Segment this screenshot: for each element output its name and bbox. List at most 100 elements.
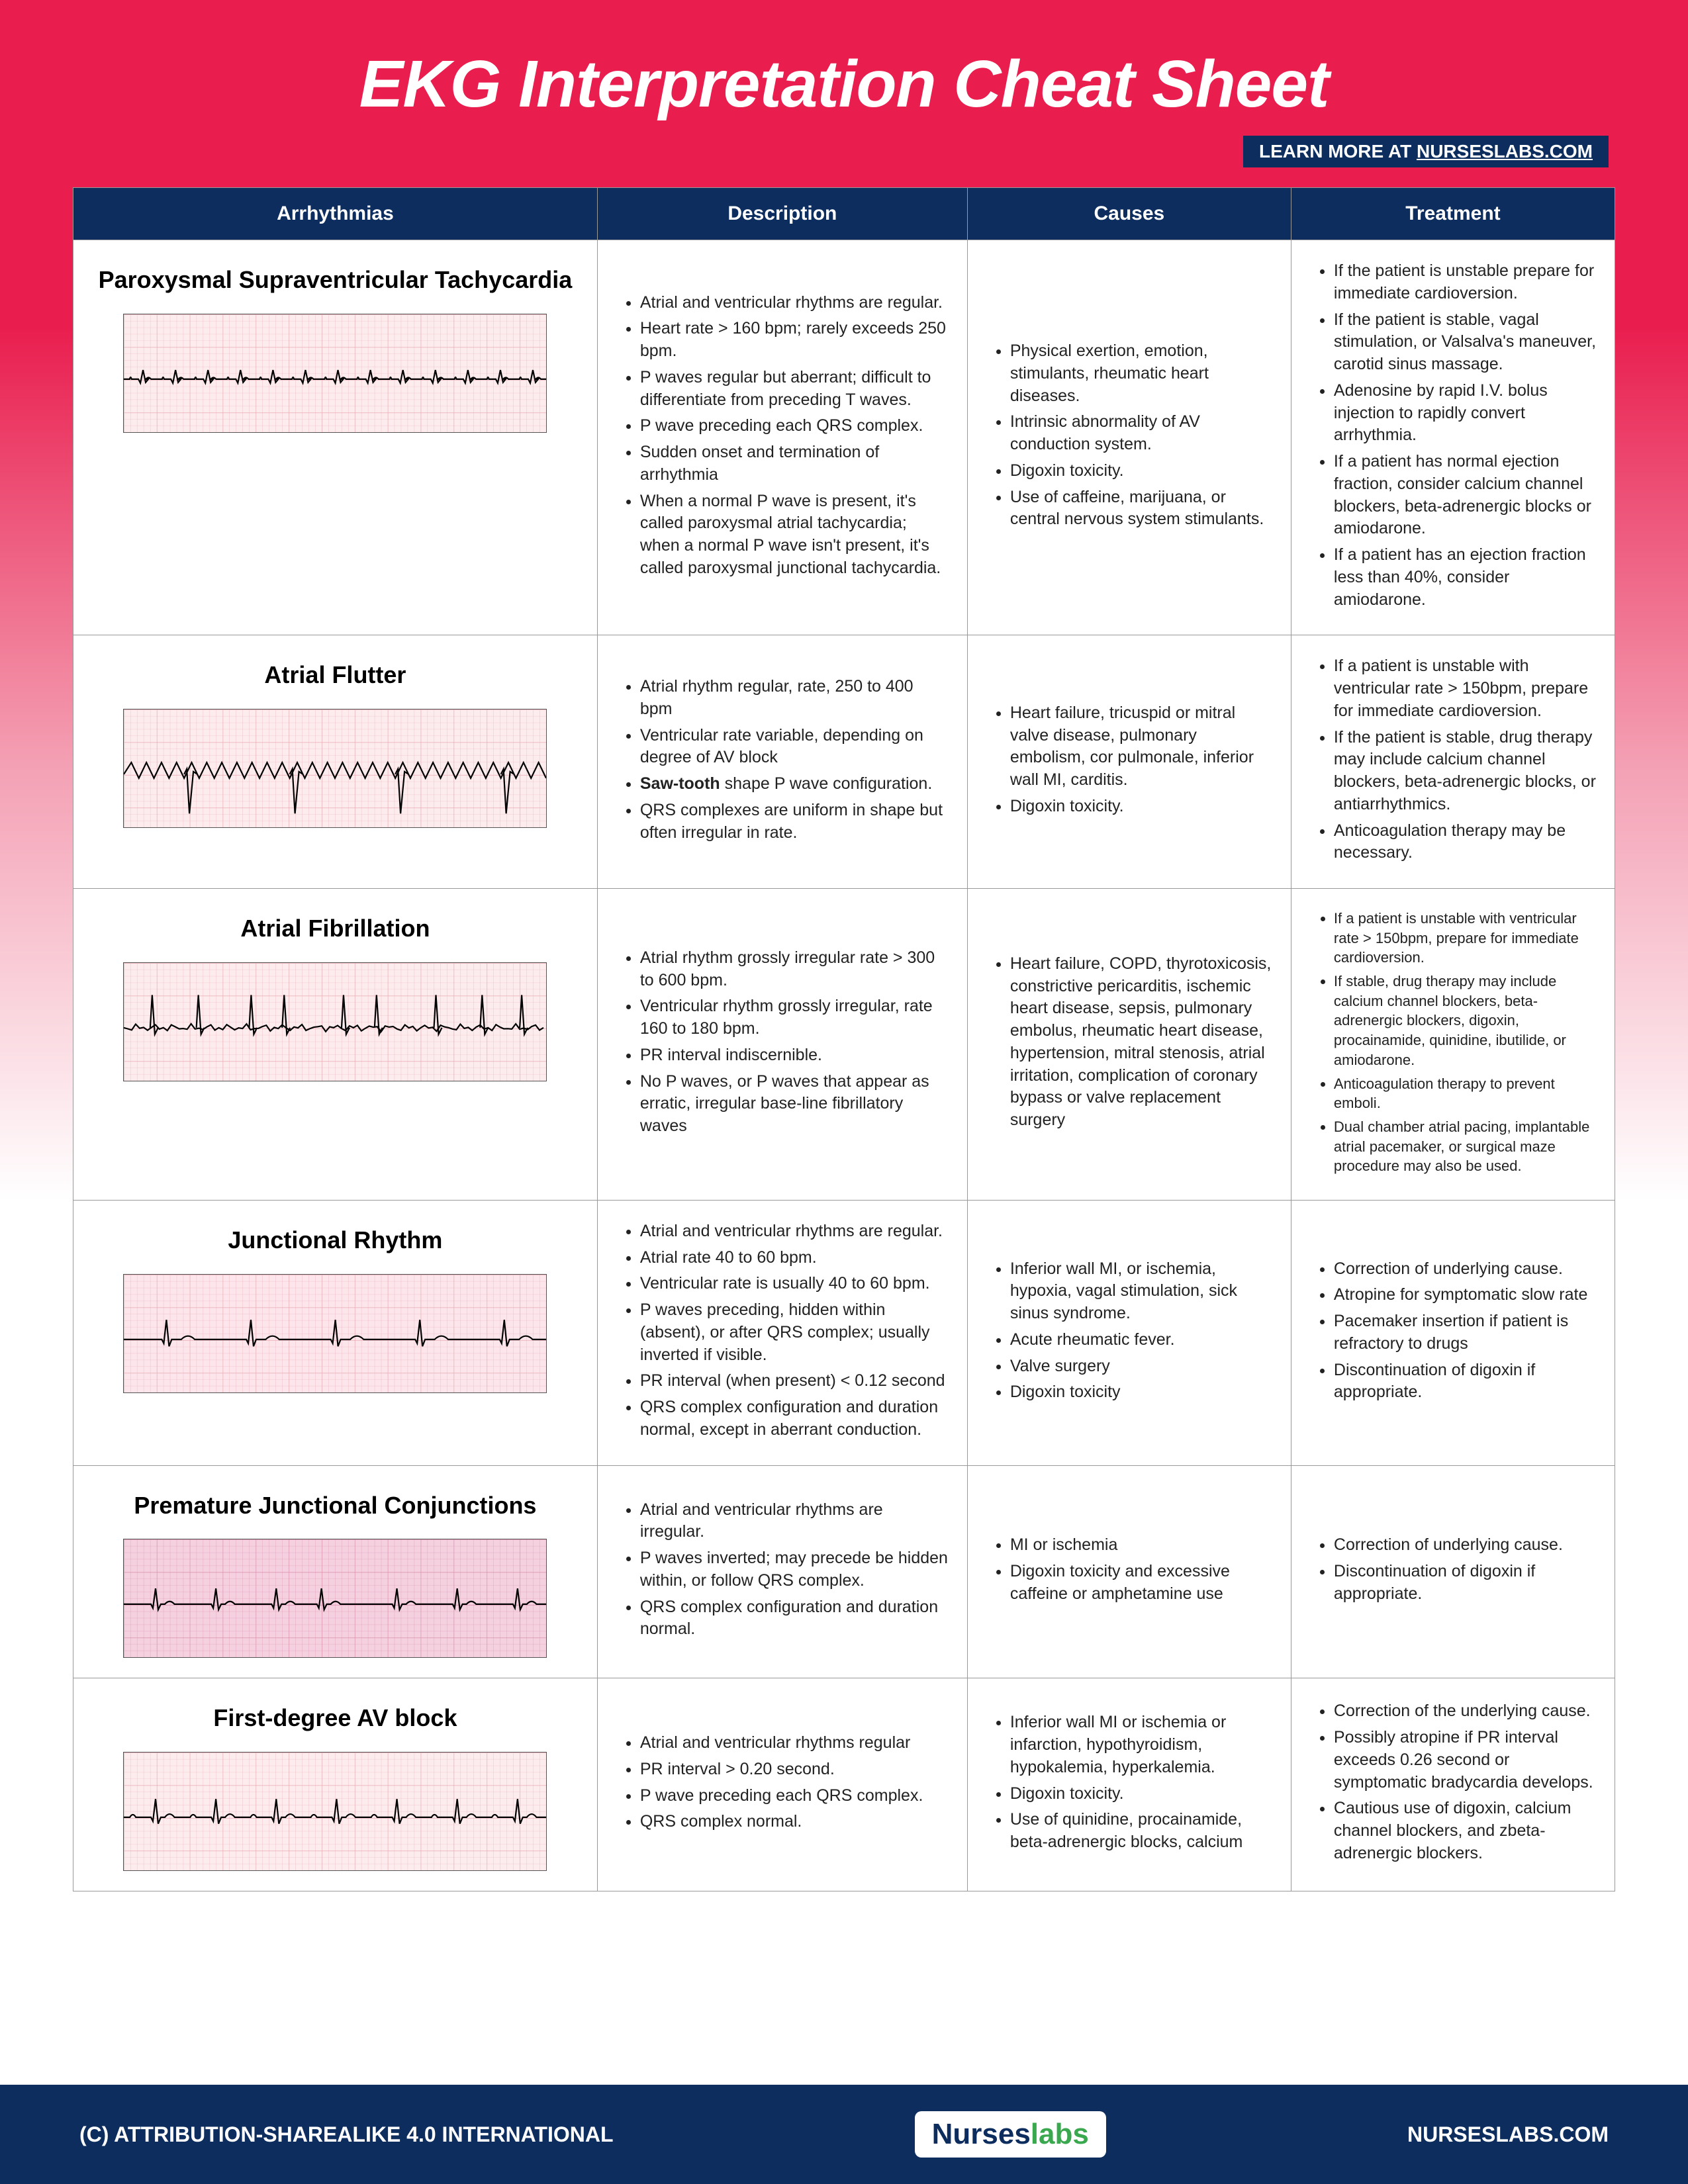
arrhythmia-name: Premature Junctional Conjunctions [91, 1490, 580, 1522]
page-title: EKG Interpretation Cheat Sheet [0, 46, 1688, 122]
col-head-arrhythmias: Arrhythmias [73, 188, 598, 240]
list-item: P waves preceding, hidden within (absent… [640, 1299, 950, 1366]
arrhythmia-name: First-degree AV block [91, 1702, 580, 1735]
list-item: If the patient is stable, vagal stimulat… [1334, 309, 1597, 376]
cell-causes: Inferior wall MI or ischemia or infarcti… [967, 1678, 1291, 1891]
learn-more-prefix: LEARN MORE AT [1259, 141, 1417, 161]
list-item: Correction of underlying cause. [1334, 1534, 1597, 1557]
list-item: Digoxin toxicity. [1010, 460, 1274, 482]
list-item: No P waves, or P waves that appear as er… [640, 1071, 950, 1138]
ekg-strip [123, 1274, 547, 1393]
cell-arrhythmia: Junctional Rhythm [73, 1200, 598, 1465]
list-item: Heart failure, COPD, thyrotoxicosis, con… [1010, 953, 1274, 1132]
list-item: Correction of the underlying cause. [1334, 1700, 1597, 1723]
cell-treatment: Correction of underlying cause. Discontin… [1291, 1465, 1615, 1678]
cell-causes: Heart failure, COPD, thyrotoxicosis, con… [967, 889, 1291, 1201]
table-row: Junctional Rhythm Atrial and ventricular… [73, 1200, 1615, 1465]
cell-arrhythmia: Premature Junctional Conjunctions [73, 1465, 598, 1678]
arrhythmia-name: Paroxysmal Supraventricular Tachycardia [91, 264, 580, 296]
list-item: Saw-tooth shape P wave configuration. [640, 773, 950, 796]
table-row: Paroxysmal Supraventricular Tachycardia … [73, 240, 1615, 635]
cell-description: Atrial and ventricular rhythms are regul… [597, 240, 967, 635]
list-item: P wave preceding each QRS complex. [640, 415, 950, 437]
list-item: Atrial and ventricular rhythms are regul… [640, 1220, 950, 1243]
list-item: Atropine for symptomatic slow rate [1334, 1284, 1597, 1306]
table-row: Premature Junctional Conjunctions Atrial… [73, 1465, 1615, 1678]
ekg-strip [123, 1539, 547, 1658]
col-head-causes: Causes [967, 188, 1291, 240]
list-item: Cautious use of digoxin, calcium channel… [1334, 1797, 1597, 1864]
list-item: Correction of underlying cause. [1334, 1258, 1597, 1281]
list-item: Discontinuation of digoxin if appropriat… [1334, 1561, 1597, 1606]
page-footer: (C) ATTRIBUTION-SHAREALIKE 4.0 INTERNATI… [0, 2085, 1688, 2184]
cell-arrhythmia: Atrial Flutter [73, 635, 598, 889]
ekg-strip [123, 1752, 547, 1871]
list-item: If stable, drug therapy may include calc… [1334, 972, 1597, 1069]
cell-arrhythmia: First-degree AV block [73, 1678, 598, 1891]
list-item: If a patient has normal ejection fractio… [1334, 451, 1597, 540]
learn-more-site[interactable]: NURSESLABS.COM [1417, 141, 1593, 161]
ekg-strip [123, 709, 547, 828]
cell-description: Atrial rhythm regular, rate, 250 to 400 … [597, 635, 967, 889]
cell-arrhythmia: Atrial Fibrillation [73, 889, 598, 1201]
list-item: Use of caffeine, marijuana, or central n… [1010, 486, 1274, 531]
col-head-treatment: Treatment [1291, 188, 1615, 240]
list-item: Anticoagulation therapy may be necessary… [1334, 820, 1597, 865]
cell-causes: MI or ischemiaDigoxin toxicity and exces… [967, 1465, 1291, 1678]
list-item: PR interval indiscernible. [640, 1044, 950, 1067]
list-item: QRS complex configuration and duration n… [640, 1596, 950, 1641]
list-item: Anticoagulation therapy to prevent embol… [1334, 1074, 1597, 1113]
ekg-strip [123, 314, 547, 433]
cell-treatment: If a patient is unstable with ventricula… [1291, 635, 1615, 889]
list-item: Atrial rate 40 to 60 bpm. [640, 1247, 950, 1269]
cell-treatment: If the patient is unstable prepare for i… [1291, 240, 1615, 635]
list-item: When a normal P wave is present, it's ca… [640, 490, 950, 580]
list-item: QRS complex normal. [640, 1811, 950, 1833]
page-header: EKG Interpretation Cheat Sheet [0, 0, 1688, 136]
cell-description: Atrial and ventricular rhythms regularPR… [597, 1678, 967, 1891]
table-row: First-degree AV block Atrial and ventric… [73, 1678, 1615, 1891]
table-row: Atrial Fibrillation Atrial rhythm grossl… [73, 889, 1615, 1201]
logo-part-a: Nurses [932, 2118, 1031, 2150]
list-item: Heart failure, tricuspid or mitral valve… [1010, 702, 1274, 792]
list-item: Inferior wall MI or ischemia or infarcti… [1010, 1711, 1274, 1778]
cell-treatment: Correction of underlying cause. Atropine … [1291, 1200, 1615, 1465]
list-item: Acute rheumatic fever. [1010, 1329, 1274, 1351]
list-item: Heart rate > 160 bpm; rarely exceeds 250… [640, 318, 950, 363]
cell-description: Atrial and ventricular rhythms are irreg… [597, 1465, 967, 1678]
list-item: If the patient is unstable prepare for i… [1334, 260, 1597, 305]
cell-description: Atrial rhythm grossly irregular rate > 3… [597, 889, 967, 1201]
list-item: Sudden onset and termination of arrhythm… [640, 441, 950, 486]
list-item: P wave preceding each QRS complex. [640, 1785, 950, 1807]
list-item: Use of quinidine, procainamide, beta-adr… [1010, 1809, 1274, 1854]
list-item: Atrial rhythm grossly irregular rate > 3… [640, 947, 950, 992]
list-item: Digoxin toxicity. [1010, 796, 1274, 818]
list-item: Digoxin toxicity and excessive caffeine … [1010, 1561, 1274, 1606]
arrhythmia-name: Atrial Flutter [91, 659, 580, 692]
col-head-description: Description [597, 188, 967, 240]
list-item: Possibly atropine if PR interval exceeds… [1334, 1727, 1597, 1794]
ekg-table: Arrhythmias Description Causes Treatment… [73, 187, 1615, 1891]
ekg-strip [123, 962, 547, 1081]
list-item: Ventricular rate variable, depending on … [640, 725, 950, 770]
list-item: Digoxin toxicity [1010, 1381, 1274, 1404]
list-item: Atrial rhythm regular, rate, 250 to 400 … [640, 676, 950, 721]
footer-license: (C) ATTRIBUTION-SHAREALIKE 4.0 INTERNATI… [79, 2122, 613, 2147]
arrhythmia-name: Atrial Fibrillation [91, 913, 580, 945]
list-item: If a patient is unstable with ventricula… [1334, 655, 1597, 722]
cell-arrhythmia: Paroxysmal Supraventricular Tachycardia [73, 240, 598, 635]
list-item: Valve surgery [1010, 1355, 1274, 1378]
list-item: Dual chamber atrial pacing, implantable … [1334, 1117, 1597, 1176]
list-item: Atrial and ventricular rhythms regular [640, 1732, 950, 1754]
list-item: Physical exertion, emotion, stimulants, … [1010, 340, 1274, 407]
footer-site[interactable]: NURSESLABS.COM [1407, 2122, 1609, 2147]
cell-description: Atrial and ventricular rhythms are regul… [597, 1200, 967, 1465]
list-item: P waves regular but aberrant; difficult … [640, 367, 950, 412]
cell-causes: Inferior wall MI, or ischemia, hypoxia, … [967, 1200, 1291, 1465]
list-item: Pacemaker insertion if patient is refrac… [1334, 1310, 1597, 1355]
learn-more-badge: LEARN MORE AT NURSESLABS.COM [1243, 136, 1609, 167]
list-item: Atrial and ventricular rhythms are regul… [640, 292, 950, 314]
list-item: Atrial and ventricular rhythms are irreg… [640, 1499, 950, 1544]
list-item: If the patient is stable, drug therapy m… [1334, 727, 1597, 816]
list-item: QRS complexes are uniform in shape but o… [640, 799, 950, 844]
